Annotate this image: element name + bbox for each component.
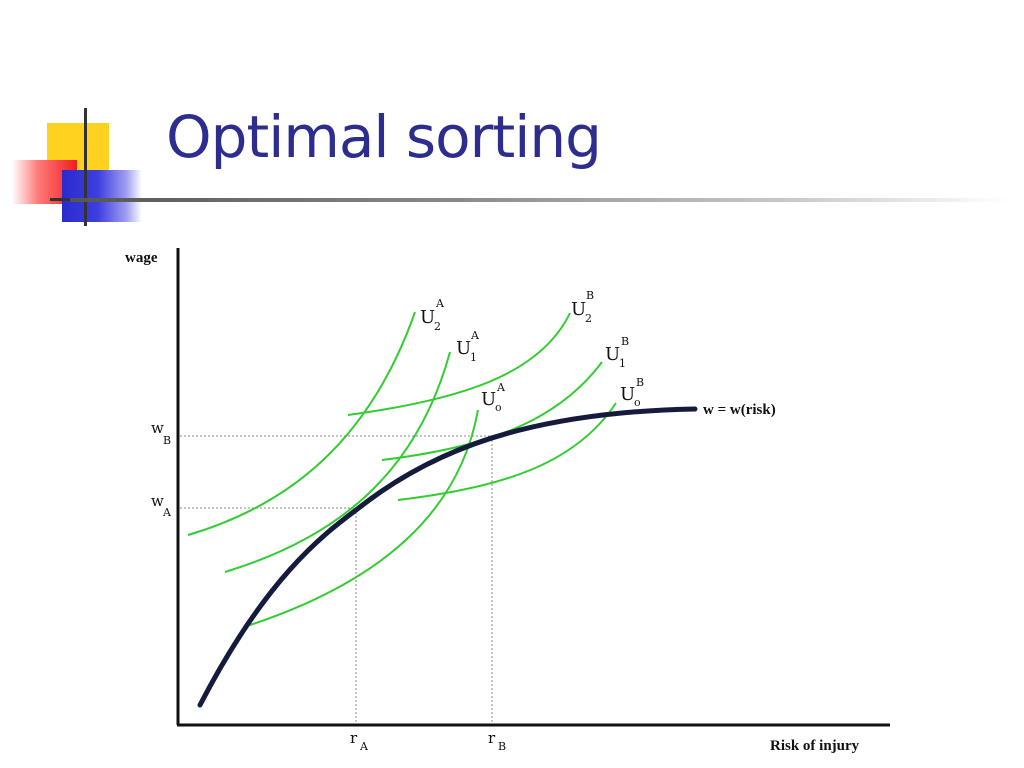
svg-text:B: B: [586, 289, 594, 302]
curve-uob: [397, 402, 617, 501]
slide-logo: [0, 0, 160, 240]
logo-vertical-line: [84, 108, 87, 226]
uob-label: U o B: [620, 376, 644, 409]
u1a-label: U 1 A: [456, 329, 480, 364]
rB-label: r B: [488, 729, 506, 753]
svg-text:w: w: [151, 492, 164, 510]
svg-text:2: 2: [585, 312, 592, 325]
y-axis-label: wage: [125, 250, 158, 266]
logo-blue-square: [62, 170, 142, 222]
svg-text:A: A: [496, 381, 506, 394]
slide-title: Optimal sorting: [166, 103, 602, 171]
curve-uoa: [249, 409, 479, 626]
svg-text:1: 1: [619, 357, 626, 370]
curve-u2b: [347, 312, 571, 416]
svg-text:B: B: [498, 740, 506, 753]
svg-text:r: r: [488, 729, 496, 747]
uoa-label: U o A: [481, 381, 506, 414]
svg-text:A: A: [359, 740, 369, 753]
svg-text:2: 2: [434, 320, 441, 333]
svg-text:U: U: [420, 307, 435, 328]
hedonic-curve-label: w = w(risk): [703, 402, 776, 418]
svg-text:A: A: [162, 506, 172, 519]
wB-label: w B: [151, 419, 171, 447]
svg-text:A: A: [470, 329, 480, 342]
rA-label: r A: [350, 729, 369, 753]
hedonic-wage-curve: [197, 406, 698, 708]
svg-text:U: U: [605, 344, 620, 365]
svg-text:o: o: [634, 396, 641, 409]
svg-text:U: U: [456, 338, 471, 359]
title-underline: [70, 198, 1010, 202]
svg-text:U: U: [481, 389, 496, 410]
svg-text:w: w: [151, 419, 164, 437]
svg-text:o: o: [495, 401, 502, 414]
svg-text:r: r: [350, 729, 358, 747]
svg-text:B: B: [636, 376, 644, 389]
curve-u1a: [224, 351, 451, 573]
svg-text:B: B: [621, 335, 629, 348]
svg-text:1: 1: [470, 351, 477, 364]
svg-text:A: A: [435, 297, 445, 310]
u2b-label: U 2 B: [571, 289, 594, 325]
svg-text:B: B: [163, 434, 171, 447]
svg-text:U: U: [620, 384, 635, 405]
svg-text:U: U: [571, 299, 586, 320]
u1b-label: U 1 B: [605, 335, 629, 370]
curve-u2a: [187, 311, 416, 536]
u2a-label: U 2 A: [420, 297, 445, 333]
x-axis-label: Risk of injury: [770, 738, 860, 754]
wA-label: w A: [151, 492, 172, 519]
